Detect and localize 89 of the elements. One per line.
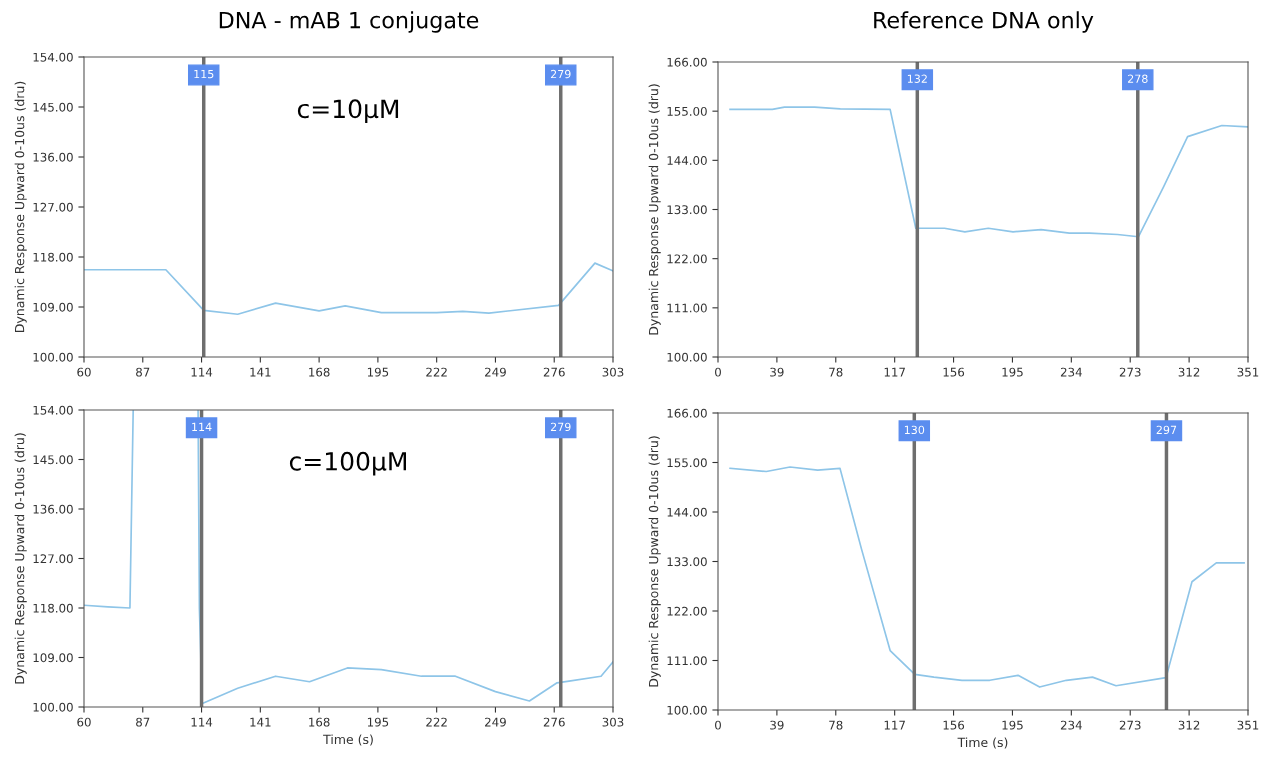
x-tick-label: 39: [770, 367, 784, 377]
x-tick-label: 141: [250, 367, 271, 377]
x-tick-label: 78: [829, 720, 843, 730]
y-tick-label: 136.00: [33, 152, 73, 162]
x-axis-title: Time (s): [323, 734, 373, 746]
x-tick-label: 195: [1002, 367, 1023, 377]
x-tick-label: 222: [426, 717, 447, 727]
x-tick-label: 234: [1060, 367, 1082, 377]
line-series: [729, 106, 1248, 238]
y-tick-label: 118.00: [33, 252, 73, 262]
y-tick-label: 100.00: [667, 352, 707, 362]
x-tick-label: 276: [543, 367, 565, 377]
y-axis-title: Dynamic Response Upward 0-10us (dru): [648, 436, 661, 687]
annotation: c=10µM: [297, 99, 399, 124]
x-tick-label: 168: [309, 367, 330, 377]
y-tick-label: 144.00: [667, 156, 707, 165]
y-tick-label: 127.00: [33, 202, 73, 212]
x-tick-label: 351: [1237, 367, 1259, 377]
x-tick-label: 114: [191, 717, 213, 727]
x-tick-label: 168: [309, 717, 330, 727]
ref-line-label: 279: [550, 422, 571, 432]
x-tick-label: 78: [829, 367, 843, 377]
y-tick-label: 100.00: [33, 702, 73, 712]
ref-line-label: 115: [194, 69, 214, 79]
y-tick-label: 133.00: [667, 205, 707, 215]
x-tick-label: 117: [884, 367, 905, 377]
ref-line-label: 130: [904, 425, 925, 435]
y-tick-label: 111.00: [667, 303, 707, 313]
x-tick-label: 312: [1178, 367, 1200, 377]
x-tick-label: 87: [136, 717, 150, 727]
y-tick-label: 154.00: [33, 52, 73, 62]
x-tick-label: 195: [367, 367, 389, 377]
x-tick-label: 156: [943, 367, 965, 377]
y-tick-label: 136.00: [33, 504, 73, 514]
x-tick-label: 156: [943, 720, 965, 730]
y-tick-label: 154.00: [33, 405, 73, 415]
chart-title: Reference DNA only: [874, 11, 1094, 33]
x-tick-label: 60: [77, 367, 91, 377]
x-tick-label: 39: [770, 720, 784, 730]
line-series: [729, 466, 1245, 688]
x-tick-label: 303: [602, 367, 624, 377]
ref-line-label: 279: [550, 69, 571, 79]
y-tick-label: 133.00: [667, 557, 707, 567]
chart-title: DNA - mAB 1 conjugate: [219, 11, 479, 33]
x-tick-label: 141: [250, 717, 271, 727]
x-tick-label: 195: [367, 717, 389, 727]
y-tick-label: 109.00: [33, 653, 73, 663]
x-tick-label: 87: [136, 367, 150, 377]
x-tick-label: 249: [485, 717, 506, 727]
y-tick-label: 122.00: [667, 606, 707, 616]
ref-line-label: 114: [192, 422, 212, 431]
x-tick-label: 117: [884, 720, 905, 730]
y-tick-label: 144.00: [667, 507, 707, 517]
y-axis-title: Dynamic Response Upward 0-10us (dru): [648, 84, 661, 335]
y-tick-label: 155.00: [667, 458, 707, 468]
ref-line-label: 297: [1156, 425, 1177, 435]
y-axis-title: Dynamic Response Upward 0-10us (dru): [14, 433, 27, 684]
x-tick-label: 60: [77, 717, 91, 727]
x-tick-label: 114: [191, 367, 213, 377]
x-tick-label: 303: [602, 717, 624, 727]
y-tick-label: 109.00: [33, 302, 73, 312]
x-tick-label: 273: [1119, 720, 1141, 730]
x-tick-label: 249: [485, 367, 506, 377]
ref-line-label: 132: [907, 74, 927, 83]
line-series: [84, 262, 613, 316]
x-tick-label: 195: [1002, 720, 1023, 730]
x-axis-title: Time (s): [957, 737, 1008, 749]
x-tick-label: 234: [1060, 720, 1082, 730]
x-tick-label: 273: [1119, 367, 1141, 377]
y-tick-label: 127.00: [33, 554, 73, 564]
y-tick-label: 100.00: [33, 352, 73, 362]
x-tick-label: 0: [715, 367, 721, 377]
y-tick-label: 118.00: [33, 603, 73, 613]
x-tick-label: 222: [426, 367, 447, 377]
x-tick-label: 0: [715, 720, 721, 730]
x-tick-label: 276: [543, 717, 565, 727]
x-tick-label: 312: [1178, 720, 1200, 730]
y-tick-label: 122.00: [667, 254, 707, 264]
y-tick-label: 100.00: [667, 705, 707, 715]
y-tick-label: 111.00: [667, 656, 707, 666]
y-axis-title: Dynamic Response Upward 0-10us (dru): [14, 81, 27, 332]
y-tick-label: 155.00: [667, 106, 707, 116]
annotation: c=100µM: [289, 451, 406, 476]
y-tick-label: 166.00: [667, 408, 707, 418]
ref-line-label: 278: [1127, 74, 1148, 83]
y-tick-label: 145.00: [33, 455, 73, 465]
x-tick-label: 351: [1237, 720, 1259, 730]
y-tick-label: 145.00: [33, 102, 73, 112]
y-tick-label: 166.00: [667, 57, 707, 67]
